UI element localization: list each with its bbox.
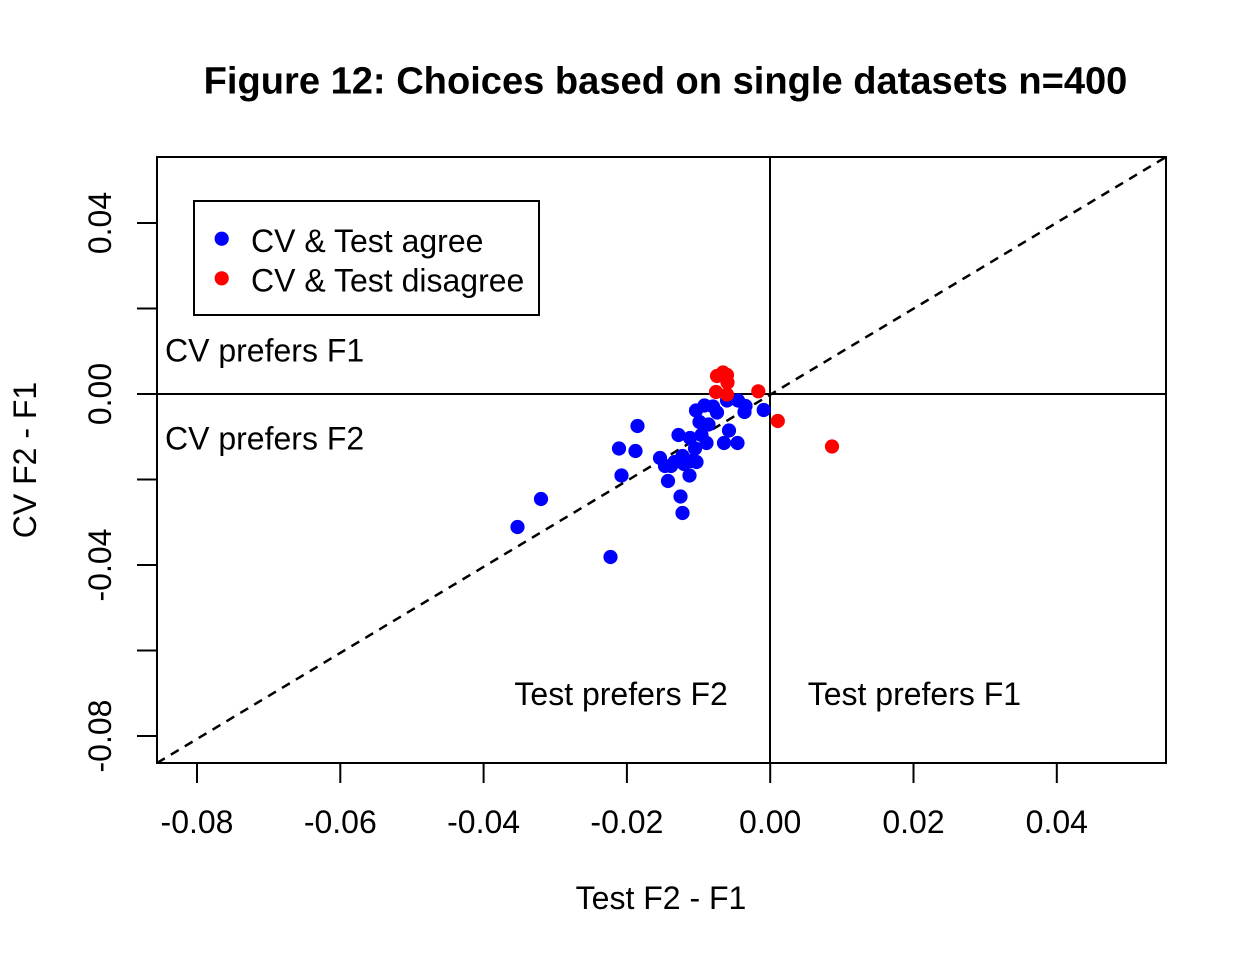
svg-text:Figure 12: Choices based on si: Figure 12: Choices based on single datas…: [204, 61, 1128, 103]
svg-text:-0.08: -0.08: [82, 700, 118, 773]
svg-text:CV & Test agree: CV & Test agree: [251, 223, 483, 259]
svg-text:-0.04: -0.04: [82, 529, 118, 602]
svg-text:-0.08: -0.08: [161, 804, 234, 840]
svg-text:CV & Test disagree: CV & Test disagree: [251, 263, 524, 299]
svg-text:Test prefers F2: Test prefers F2: [514, 676, 727, 712]
svg-text:CV prefers F1: CV prefers F1: [165, 333, 364, 369]
svg-text:0.04: 0.04: [82, 192, 118, 254]
svg-text:-0.06: -0.06: [304, 804, 377, 840]
svg-text:-0.02: -0.02: [590, 804, 663, 840]
svg-text:Test F2 - F1: Test F2 - F1: [576, 880, 747, 916]
svg-text:CV prefers F2: CV prefers F2: [165, 421, 364, 457]
svg-text:0.04: 0.04: [1026, 804, 1088, 840]
svg-text:0.00: 0.00: [82, 363, 118, 425]
svg-text:CV F2 - F1: CV F2 - F1: [7, 382, 43, 538]
svg-text:0.00: 0.00: [739, 804, 801, 840]
svg-text:Test prefers F1: Test prefers F1: [808, 676, 1021, 712]
svg-text:-0.04: -0.04: [447, 804, 520, 840]
svg-text:0.02: 0.02: [882, 804, 944, 840]
